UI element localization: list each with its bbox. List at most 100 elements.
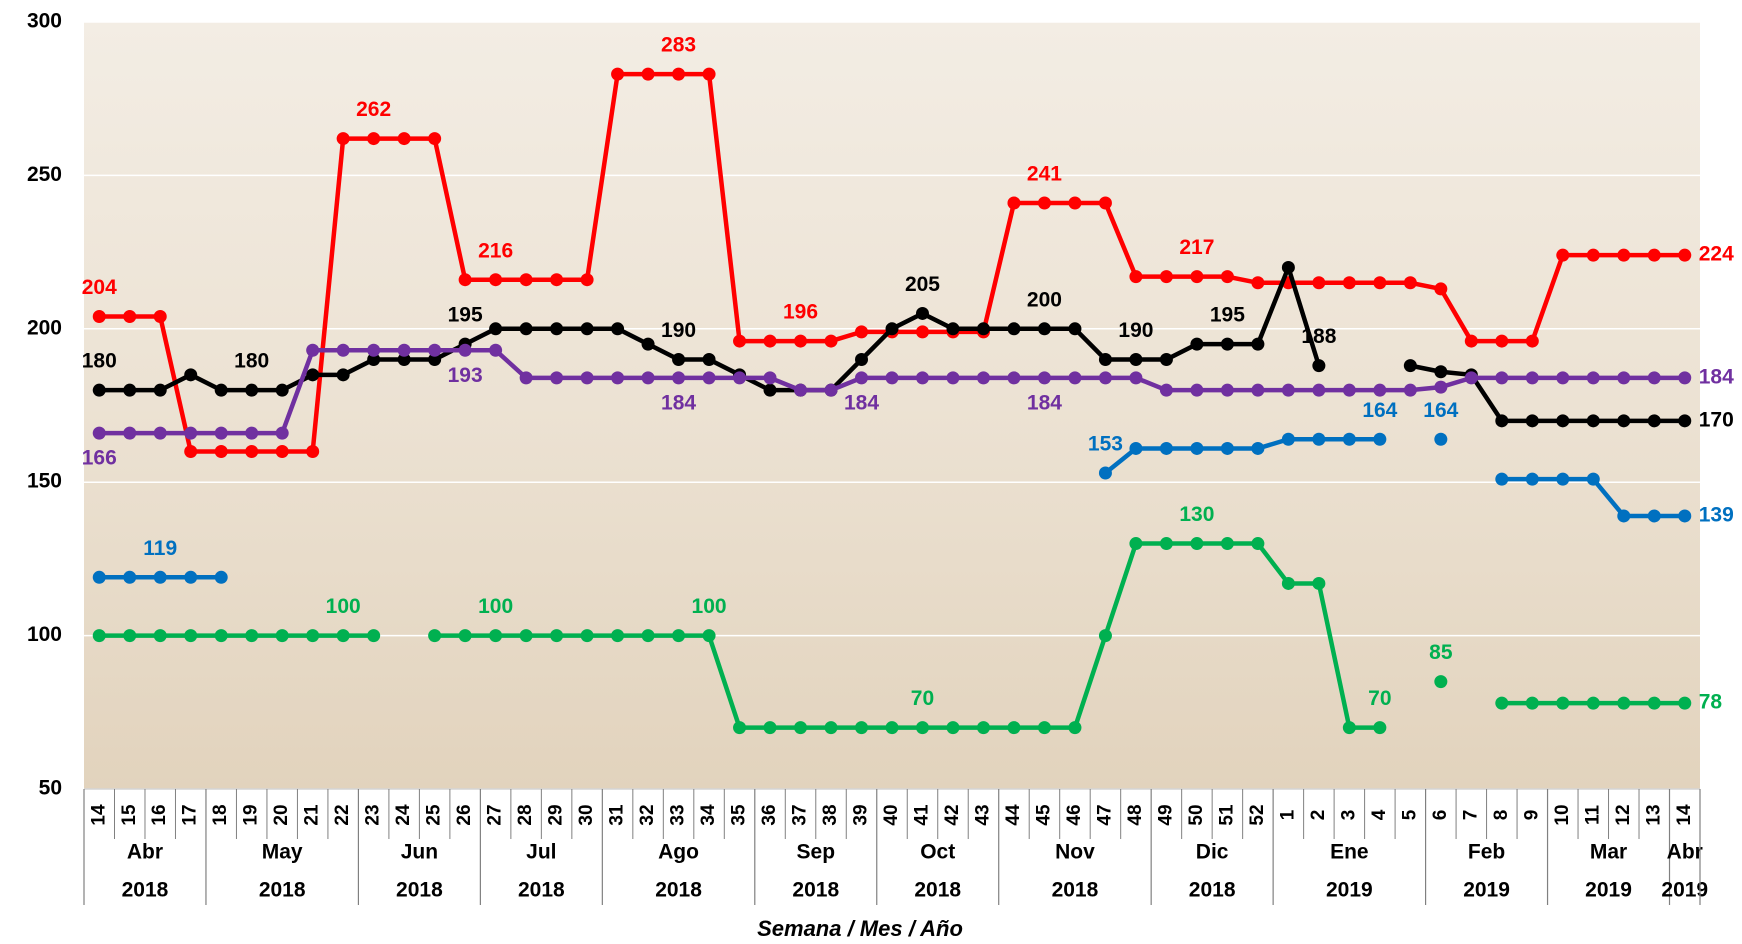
data-point bbox=[1098, 466, 1112, 480]
data-point bbox=[915, 721, 929, 735]
year-label: 2018 bbox=[122, 879, 169, 902]
data-point bbox=[489, 273, 503, 287]
data-point bbox=[1098, 196, 1112, 210]
x-tick-label: 52 bbox=[1247, 804, 1268, 825]
x-tick-label: 50 bbox=[1186, 804, 1207, 825]
data-point bbox=[580, 629, 594, 643]
data-point bbox=[397, 132, 411, 146]
data-point bbox=[306, 445, 320, 459]
x-tick-label: 8 bbox=[1491, 810, 1512, 821]
data-point bbox=[245, 426, 259, 440]
data-point bbox=[611, 322, 625, 336]
data-point bbox=[550, 371, 564, 385]
x-axis-title: Semana / Mes / Año bbox=[757, 916, 963, 941]
data-label: 205 bbox=[905, 273, 940, 296]
y-tick-label: 100 bbox=[27, 623, 62, 646]
x-tick-label: 4 bbox=[1369, 809, 1390, 820]
data-point bbox=[123, 383, 137, 397]
data-label: 139 bbox=[1699, 503, 1734, 526]
x-tick-label: 16 bbox=[149, 804, 170, 825]
x-tick-label: 43 bbox=[972, 804, 993, 825]
data-point bbox=[1037, 371, 1051, 385]
data-point bbox=[1007, 721, 1021, 735]
data-point bbox=[580, 273, 594, 287]
data-point bbox=[245, 629, 259, 643]
data-label: 180 bbox=[234, 350, 269, 373]
data-point bbox=[123, 570, 137, 584]
data-point bbox=[976, 721, 990, 735]
x-tick-label: 24 bbox=[393, 804, 414, 826]
data-point bbox=[275, 383, 289, 397]
month-label: Sep bbox=[797, 841, 836, 864]
data-point bbox=[153, 310, 167, 324]
data-point bbox=[1129, 352, 1143, 366]
data-point bbox=[611, 371, 625, 385]
data-point bbox=[184, 426, 198, 440]
data-label: 217 bbox=[1179, 236, 1214, 259]
data-point bbox=[397, 343, 411, 357]
data-point bbox=[1312, 576, 1326, 590]
data-point bbox=[184, 570, 198, 584]
data-point bbox=[672, 352, 686, 366]
data-point bbox=[641, 337, 655, 351]
data-point bbox=[1647, 248, 1661, 262]
data-label: 190 bbox=[661, 319, 696, 342]
data-point bbox=[1068, 371, 1082, 385]
data-point bbox=[1190, 337, 1204, 351]
x-tick-label: 38 bbox=[820, 804, 841, 825]
data-point bbox=[855, 721, 869, 735]
data-point bbox=[1220, 383, 1234, 397]
data-point bbox=[1159, 270, 1173, 284]
x-tick-label: 17 bbox=[180, 804, 201, 825]
data-point bbox=[306, 368, 320, 382]
data-point bbox=[1373, 383, 1387, 397]
data-point bbox=[1312, 359, 1326, 373]
x-tick-label: 28 bbox=[515, 804, 536, 825]
data-point bbox=[1159, 441, 1173, 455]
data-point bbox=[1586, 696, 1600, 710]
data-label: 184 bbox=[1027, 391, 1062, 414]
data-label: 241 bbox=[1027, 163, 1062, 186]
data-point bbox=[1525, 371, 1539, 385]
x-tick-label: 31 bbox=[607, 804, 628, 826]
x-tick-label: 19 bbox=[241, 804, 262, 825]
data-point bbox=[1678, 696, 1692, 710]
year-label: 2019 bbox=[1326, 879, 1373, 902]
year-label: 2018 bbox=[1052, 879, 1099, 902]
data-point bbox=[885, 322, 899, 336]
data-label: 170 bbox=[1699, 408, 1734, 431]
data-point bbox=[1159, 383, 1173, 397]
data-label: 195 bbox=[448, 304, 483, 327]
y-tick-label: 250 bbox=[27, 163, 62, 186]
data-point bbox=[428, 343, 442, 357]
x-tick-label: 35 bbox=[729, 804, 750, 826]
x-tick-label: 45 bbox=[1033, 804, 1054, 826]
data-point bbox=[915, 306, 929, 320]
data-point bbox=[123, 629, 137, 643]
data-point bbox=[641, 629, 655, 643]
month-label: Ene bbox=[1330, 841, 1369, 864]
data-point bbox=[367, 132, 381, 146]
data-point bbox=[733, 334, 747, 348]
x-tick-label: 34 bbox=[698, 804, 719, 826]
data-point bbox=[1495, 334, 1509, 348]
data-point bbox=[1342, 383, 1356, 397]
x-tick-label: 14 bbox=[1674, 804, 1695, 826]
data-point bbox=[92, 629, 106, 643]
plot-background bbox=[84, 22, 1700, 789]
data-label: 166 bbox=[82, 447, 117, 470]
data-point bbox=[1647, 696, 1661, 710]
data-point bbox=[92, 310, 106, 324]
data-point bbox=[1220, 441, 1234, 455]
data-point bbox=[824, 334, 838, 348]
data-point bbox=[153, 383, 167, 397]
month-label: Jul bbox=[526, 841, 556, 864]
data-point bbox=[641, 371, 655, 385]
month-label: May bbox=[262, 841, 303, 864]
x-tick-label: 36 bbox=[759, 804, 780, 825]
data-point bbox=[1220, 337, 1234, 351]
data-point bbox=[763, 383, 777, 397]
data-label: 184 bbox=[1699, 365, 1734, 388]
x-tick-label: 25 bbox=[424, 804, 445, 826]
data-point bbox=[397, 352, 411, 366]
